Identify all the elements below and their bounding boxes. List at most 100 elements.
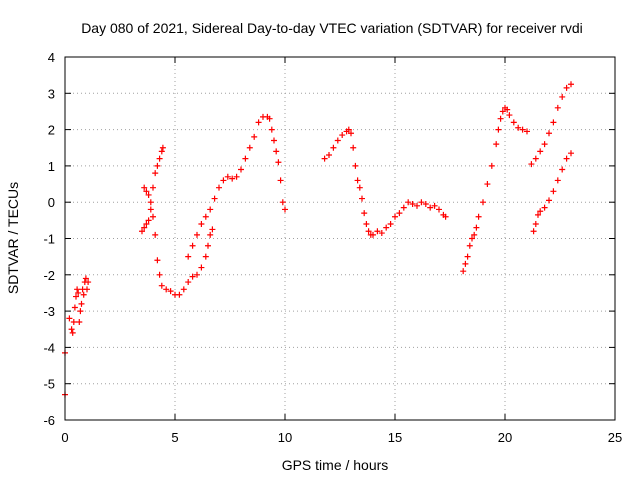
- data-point: [185, 253, 192, 260]
- data-point: [383, 224, 390, 231]
- x-tick-label: 20: [498, 430, 512, 445]
- data-point: [348, 130, 354, 137]
- data-point: [143, 220, 150, 227]
- x-tick-label: 5: [171, 430, 178, 445]
- x-tick-label: 10: [278, 430, 292, 445]
- data-point: [431, 202, 438, 209]
- y-tick-label: 2: [48, 123, 55, 138]
- data-point: [359, 195, 365, 202]
- data-point: [180, 286, 187, 293]
- data-point: [475, 213, 482, 220]
- data-point: [202, 213, 209, 220]
- data-point: [185, 279, 192, 286]
- data-point: [469, 235, 475, 242]
- data-point: [350, 144, 357, 151]
- data-point: [339, 132, 346, 139]
- data-point: [387, 220, 394, 227]
- data-point: [279, 199, 286, 206]
- data-point: [246, 144, 253, 151]
- data-point: [82, 275, 89, 282]
- data-point: [334, 137, 341, 144]
- data-point: [550, 119, 557, 126]
- data-point: [75, 289, 82, 296]
- data-point: [275, 159, 282, 166]
- data-point: [156, 271, 163, 278]
- data-point: [189, 242, 196, 249]
- data-point: [143, 188, 150, 195]
- data-point: [400, 204, 407, 211]
- data-point: [418, 199, 425, 206]
- plot-frame: [64, 56, 616, 421]
- data-point: [409, 201, 416, 208]
- data-point: [546, 197, 552, 204]
- data-point: [495, 126, 502, 133]
- data-point: [550, 188, 557, 195]
- data-point: [488, 162, 495, 169]
- data-point: [68, 326, 75, 333]
- data-point: [484, 181, 491, 188]
- data-point: [147, 206, 154, 213]
- y-axis-ticks: -6 -5 -4 -3 -2 -1 0 1 2 3 4: [43, 50, 615, 428]
- data-point: [554, 177, 561, 184]
- y-tick-label: 3: [48, 86, 55, 101]
- data-point: [163, 286, 170, 293]
- data-point: [568, 150, 574, 157]
- data-point: [216, 184, 222, 191]
- data-point: [524, 128, 530, 135]
- data-point: [537, 148, 544, 155]
- data-point: [442, 213, 449, 220]
- data-point: [273, 148, 280, 155]
- x-tick-label: 15: [388, 430, 402, 445]
- data-point: [321, 155, 328, 162]
- data-point: [559, 93, 566, 100]
- data-point: [251, 133, 258, 140]
- data-point: [189, 273, 196, 280]
- data-point: [80, 291, 87, 298]
- data-point: [209, 226, 216, 233]
- data-point: [464, 253, 471, 260]
- data-point: [405, 199, 412, 206]
- data-point: [198, 264, 205, 271]
- data-point: [268, 126, 275, 133]
- data-point: [356, 184, 363, 191]
- data-point: [326, 152, 332, 159]
- data-point: [510, 119, 517, 126]
- y-tick-label: -5: [43, 377, 55, 392]
- data-point: [255, 119, 262, 126]
- data-point: [242, 155, 249, 162]
- data-point: [74, 286, 81, 293]
- data-point: [152, 231, 159, 238]
- data-point: [150, 213, 156, 220]
- data-point: [176, 291, 183, 298]
- data-point: [158, 282, 165, 289]
- data-point: [66, 315, 73, 322]
- x-tick-label: 25: [608, 430, 622, 445]
- data-point: [515, 124, 522, 131]
- data-point: [73, 293, 79, 300]
- data-point: [532, 155, 539, 162]
- data-point: [229, 175, 236, 182]
- data-point: [205, 242, 211, 249]
- data-point: [480, 199, 486, 206]
- data-point: [152, 170, 159, 177]
- data-point: [154, 257, 161, 264]
- data-point: [460, 268, 467, 275]
- y-tick-label: 1: [48, 159, 55, 174]
- y-tick-label: -4: [43, 340, 55, 355]
- data-point: [541, 141, 548, 148]
- data-point: [535, 211, 541, 218]
- data-point: [277, 177, 284, 184]
- chart-title: Day 080 of 2021, Sidereal Day-to-day VTE…: [81, 20, 583, 36]
- data-point: [352, 162, 359, 169]
- data-point: [70, 318, 77, 325]
- data-point: [167, 288, 174, 295]
- data-point: [559, 166, 566, 173]
- y-tick-label: 0: [48, 195, 55, 210]
- data-point: [506, 112, 513, 119]
- data-point: [150, 184, 156, 191]
- data-point: [141, 184, 148, 191]
- data-point: [546, 130, 552, 137]
- data-point: [471, 231, 478, 238]
- data-point: [266, 115, 273, 122]
